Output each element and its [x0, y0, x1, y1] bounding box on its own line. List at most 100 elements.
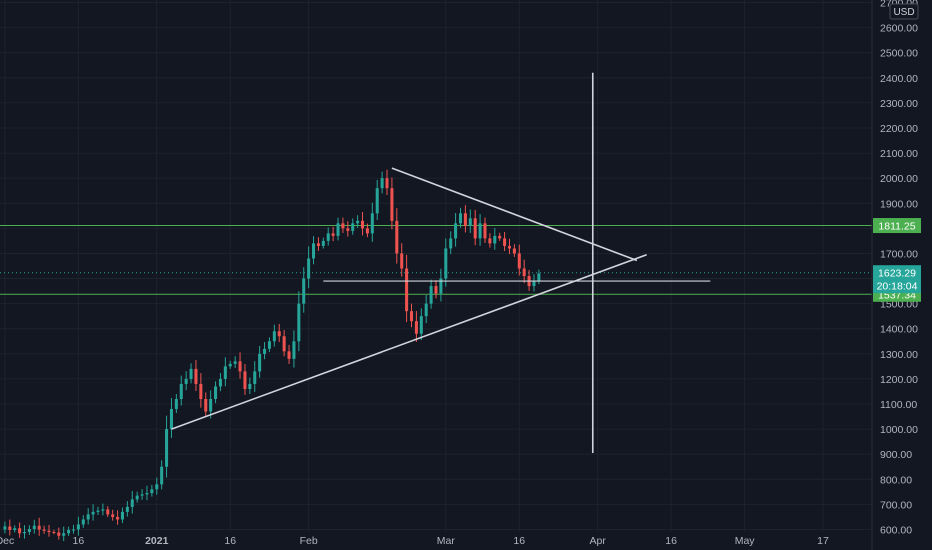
candle-up	[22, 532, 27, 534]
y-tick-label: 600.00	[880, 524, 912, 536]
x-tick-label: 16	[513, 535, 525, 547]
candle-up	[532, 281, 536, 287]
candle-up	[439, 278, 443, 294]
candle-up	[76, 524, 80, 530]
candle-down	[282, 336, 286, 352]
candle-down	[522, 268, 526, 277]
y-tick-label: 1300.00	[880, 349, 918, 361]
candle-down	[517, 253, 521, 269]
x-tick-label: 16	[665, 535, 677, 547]
candle-up	[253, 371, 257, 384]
candle-up	[150, 489, 154, 494]
y-tick-label: 1400.00	[880, 324, 918, 336]
x-tick-label: 2021	[145, 535, 169, 547]
candle-up	[272, 331, 276, 342]
candle-up	[307, 258, 311, 279]
candle-down	[360, 220, 365, 229]
candle-up	[248, 383, 252, 389]
candle-up	[449, 238, 453, 249]
candle-up	[468, 218, 472, 226]
y-tick-label: 800.00	[880, 474, 912, 486]
y-tick-label: 2300.00	[880, 98, 918, 110]
candle-up	[125, 506, 129, 512]
candle-down	[463, 213, 467, 226]
candle-up	[263, 348, 267, 354]
x-axis[interactable]: Dec 16 2021 16 Feb Mar 16 Apr 16 May 17	[0, 535, 829, 547]
x-tick-label: 17	[817, 535, 829, 547]
candle-down	[346, 228, 350, 231]
candle-up	[96, 510, 100, 512]
y-tick-label: 1100.00	[880, 399, 917, 411]
candle-down	[277, 331, 281, 337]
candle-down	[400, 253, 404, 269]
candle-up	[32, 525, 36, 529]
candle-up	[160, 466, 164, 485]
candle-up	[419, 316, 423, 334]
candle-up	[223, 366, 227, 379]
currency-label: USD	[893, 7, 914, 18]
candle-up	[292, 341, 296, 359]
candle-up	[537, 273, 541, 282]
candle-down	[365, 228, 369, 234]
candle-down	[8, 526, 12, 530]
candle-up	[228, 363, 232, 367]
candle-up	[356, 220, 360, 224]
y-tick-label: 2000.00	[880, 173, 918, 185]
candle-up	[267, 341, 271, 349]
y-tick-label: 1200.00	[880, 374, 918, 386]
candle-up	[91, 511, 95, 515]
candle-up	[478, 223, 482, 239]
y-tick-label: 900.00	[880, 449, 912, 461]
x-tick-label: Mar	[437, 535, 456, 547]
x-tick-label: 16	[73, 535, 85, 547]
candle-down	[287, 351, 291, 359]
candle-up	[71, 529, 76, 531]
candle-up	[62, 533, 66, 536]
candle-up	[155, 484, 159, 490]
candle-up	[81, 519, 85, 525]
candle-up	[302, 278, 306, 304]
trendline	[391, 167, 638, 262]
candle-up	[184, 378, 188, 384]
y-tick-label: 2600.00	[880, 23, 918, 35]
grid	[0, 0, 872, 532]
candle-down	[37, 525, 41, 530]
candle-up	[145, 493, 149, 495]
candle-down	[498, 235, 502, 239]
candle-down	[409, 311, 414, 322]
candle-up	[27, 528, 31, 532]
candle-down	[395, 220, 399, 254]
candle-up	[258, 353, 262, 372]
candle-up	[380, 178, 384, 189]
currency-badge[interactable]: USD	[889, 3, 919, 20]
countdown-label: 20:18:04	[877, 281, 918, 293]
candle-up	[321, 240, 325, 246]
candle-up	[429, 286, 433, 304]
candle-down	[434, 286, 438, 294]
candle-down	[316, 243, 320, 246]
candle-up	[312, 243, 316, 259]
last-price-label-bg	[873, 265, 921, 294]
candle-up	[189, 368, 193, 379]
y-tick-label: 2400.00	[880, 73, 918, 85]
candle-up	[165, 429, 169, 467]
candle-up	[233, 361, 237, 364]
candle-up	[209, 399, 213, 412]
candle-up	[218, 378, 222, 387]
candle-up	[424, 303, 428, 317]
price-level-label-bg	[873, 218, 921, 234]
x-tick-label: May	[735, 535, 756, 547]
candle-down	[414, 321, 418, 334]
y-tick-label: 2200.00	[880, 123, 918, 135]
trendline	[171, 253, 647, 430]
candle-up	[13, 528, 17, 530]
candle-up	[454, 223, 458, 239]
candle-down	[18, 528, 22, 534]
candle-up	[297, 303, 301, 342]
candle-down	[473, 218, 477, 239]
last-price-label: 1623.29	[878, 268, 916, 280]
candle-down	[52, 532, 56, 533]
candle-down	[385, 178, 389, 189]
